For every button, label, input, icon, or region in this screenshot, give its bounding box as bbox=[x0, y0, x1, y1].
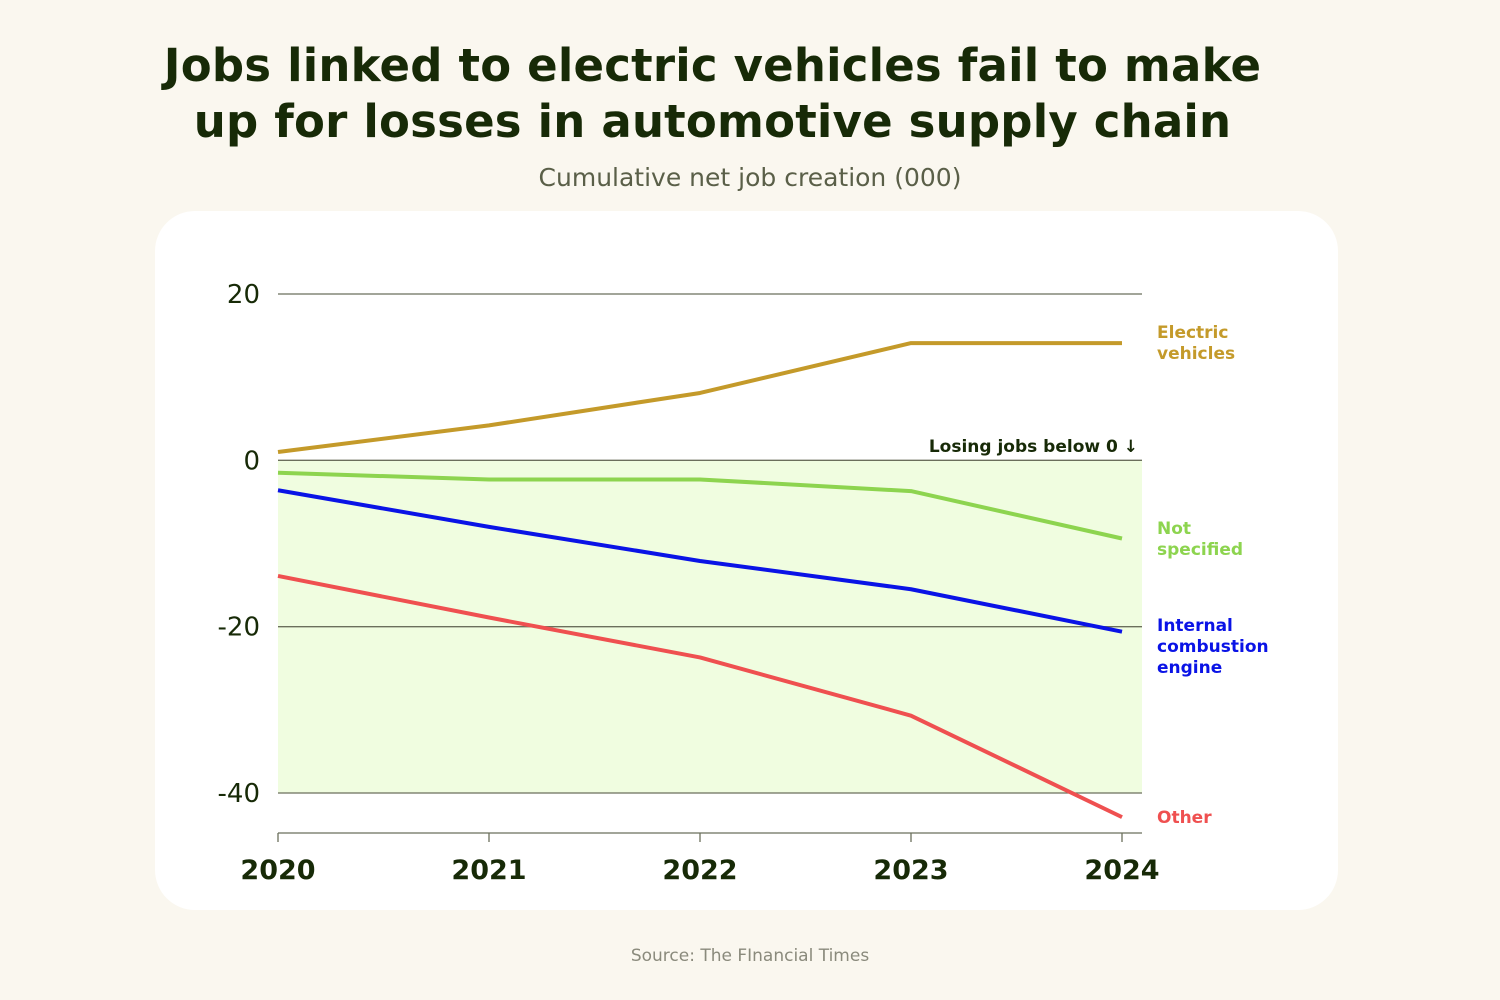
chart-subtitle: Cumulative net job creation (000) bbox=[538, 163, 962, 192]
series-label-internal-combustion-engine: Internal bbox=[1157, 616, 1233, 636]
series-label-electric-vehicles: Electric bbox=[1157, 323, 1228, 343]
chart-title-line-2: up for losses in automotive supply chain bbox=[193, 95, 1232, 148]
y-tick-label: 0 bbox=[243, 446, 260, 476]
series-label-not-specified: specified bbox=[1157, 540, 1243, 560]
y-tick-label: -20 bbox=[218, 613, 260, 643]
source-note: Source: The FInancial Times bbox=[630, 946, 870, 966]
y-tick-label: -40 bbox=[218, 779, 260, 809]
zero-line-annotation: Losing jobs below 0 ↓ bbox=[929, 437, 1138, 457]
x-tick-label: 2024 bbox=[1084, 855, 1159, 886]
series-label-not-specified: Not bbox=[1157, 519, 1191, 539]
x-tick-label: 2020 bbox=[240, 855, 315, 886]
chart-title: Jobs linked to electric vehicles fail to… bbox=[0, 38, 1425, 150]
series-label-electric-vehicles: vehicles bbox=[1157, 344, 1235, 364]
x-tick-label: 2023 bbox=[873, 855, 948, 886]
series-label-other: Other bbox=[1157, 808, 1212, 828]
y-tick-label: 20 bbox=[227, 280, 260, 310]
x-tick-label: 2022 bbox=[662, 855, 737, 886]
chart-title-line-1: Jobs linked to electric vehicles fail to… bbox=[163, 39, 1262, 92]
series-line-electric-vehicles bbox=[277, 341, 1122, 455]
line-chart: 20 0 -20 -40 2020 2021 2022 2023 2024 Losing jobs… bbox=[218, 280, 1269, 886]
series-label-internal-combustion-engine: combustion bbox=[1157, 637, 1269, 657]
x-tick-label: 2021 bbox=[451, 855, 526, 886]
chart-card: 20 0 -20 -40 2020 2021 2022 2023 2024 Losing jobs… bbox=[155, 211, 1338, 910]
series-label-internal-combustion-engine: engine bbox=[1157, 658, 1222, 678]
